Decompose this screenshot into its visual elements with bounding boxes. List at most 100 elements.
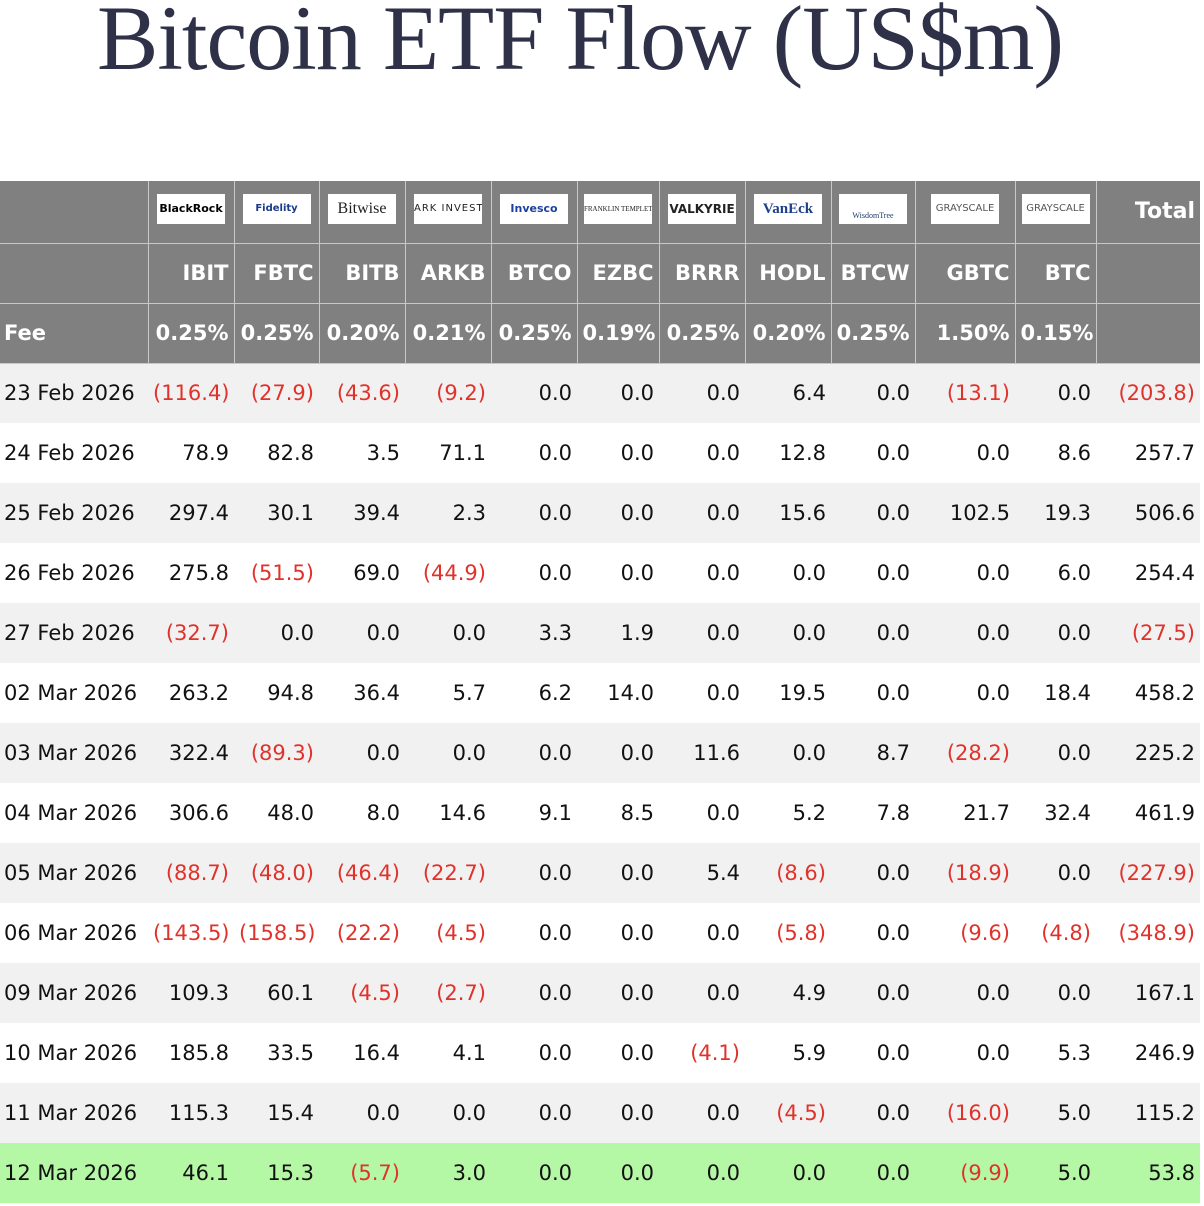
- flow-cell: 185.8: [148, 1023, 234, 1083]
- issuer-logo: VALKYRIE: [668, 194, 736, 225]
- flow-cell: 7.8: [831, 783, 915, 843]
- ticker: BTC: [1014, 243, 1096, 304]
- flow-cell: 0.0: [491, 723, 577, 783]
- issuer-cell: GRAYSCALE: [1014, 181, 1096, 244]
- fee: 0.25%: [490, 303, 577, 364]
- flow-cell: 0.0: [831, 543, 915, 603]
- total-cell: (27.5): [1096, 603, 1200, 663]
- flow-cell: 0.0: [491, 423, 577, 483]
- date-cell: 04 Mar 2026: [0, 783, 148, 843]
- blank-cell: [0, 243, 148, 304]
- flow-cell: 8.7: [831, 723, 915, 783]
- flow-cell: 0.0: [831, 363, 915, 423]
- flow-cell: 0.0: [491, 1023, 577, 1083]
- flow-cell: 5.9: [745, 1023, 831, 1083]
- flow-cell: 32.4: [1015, 783, 1096, 843]
- flow-cell: 5.2: [745, 783, 831, 843]
- flow-cell: 0.0: [659, 783, 745, 843]
- flow-row: 23 Feb 2026 (116.4) (27.9) (43.6) (9.2) 0.0 0.…: [0, 363, 1200, 423]
- blank-cell: [1095, 243, 1200, 304]
- flow-cell: 0.0: [491, 963, 577, 1023]
- date-cell: 24 Feb 2026: [0, 423, 148, 483]
- flow-cell: 275.8: [148, 543, 234, 603]
- issuer-cell: FRANKLIN TEMPLETON: [576, 181, 659, 244]
- date-cell: 02 Mar 2026: [0, 663, 148, 723]
- flow-cell: 4.1: [405, 1023, 491, 1083]
- flow-cell: 0.0: [1015, 963, 1096, 1023]
- flow-cell: 0.0: [831, 843, 915, 903]
- ticker: BTCW: [830, 243, 915, 304]
- flow-cell: 0.0: [577, 903, 659, 963]
- date-cell: 11 Mar 2026: [0, 1083, 148, 1143]
- etf-flow-table: BlackRock Fidelity Bitwise ARK INVEST Invesc…: [0, 181, 1200, 1203]
- flow-cell: 0.0: [659, 963, 745, 1023]
- flow-cell: (4.5): [319, 963, 405, 1023]
- fee: 0.25%: [233, 303, 319, 364]
- flow-cell: 16.4: [319, 1023, 405, 1083]
- flow-cell: 94.8: [234, 663, 319, 723]
- flow-cell: 19.3: [1015, 483, 1096, 543]
- total-cell: 254.4: [1096, 543, 1200, 603]
- flow-cell: 0.0: [577, 723, 659, 783]
- flow-cell: 0.0: [915, 603, 1015, 663]
- flow-cell: 0.0: [659, 543, 745, 603]
- date-cell: 26 Feb 2026: [0, 543, 148, 603]
- ticker: IBIT: [147, 243, 234, 304]
- total-cell: (348.9): [1096, 903, 1200, 963]
- fee: 0.25%: [658, 303, 745, 364]
- flow-row: 25 Feb 2026 297.4 30.1 39.4 2.3 0.0 0.0 0.0 15.6…: [0, 483, 1200, 543]
- flow-cell: (89.3): [234, 723, 319, 783]
- flow-cell: (9.9): [915, 1143, 1015, 1203]
- date-cell: 12 Mar 2026: [0, 1143, 148, 1203]
- date-cell: 06 Mar 2026: [0, 903, 148, 963]
- fee: 0.25%: [830, 303, 915, 364]
- flow-cell: 0.0: [577, 963, 659, 1023]
- flow-cell: 0.0: [831, 963, 915, 1023]
- flow-cell: 4.9: [745, 963, 831, 1023]
- flow-cell: 0.0: [659, 483, 745, 543]
- flow-cell: 3.3: [491, 603, 577, 663]
- flow-cell: (4.5): [405, 903, 491, 963]
- issuer-cell: Fidelity: [233, 181, 319, 244]
- ticker: BTCO: [490, 243, 577, 304]
- flow-cell: 8.0: [319, 783, 405, 843]
- total-cell: 167.1: [1096, 963, 1200, 1023]
- flow-cell: (44.9): [405, 543, 491, 603]
- flow-cell: (4.8): [1015, 903, 1096, 963]
- flow-cell: 1.9: [577, 603, 659, 663]
- flow-cell: 15.4: [234, 1083, 319, 1143]
- flow-cell: 0.0: [659, 603, 745, 663]
- fee: 0.20%: [318, 303, 405, 364]
- flow-cell: 0.0: [915, 1023, 1015, 1083]
- date-cell: 09 Mar 2026: [0, 963, 148, 1023]
- date-cell: 10 Mar 2026: [0, 1023, 148, 1083]
- flow-cell: 0.0: [659, 903, 745, 963]
- flow-cell: (116.4): [148, 363, 234, 423]
- flow-cell: 19.5: [745, 663, 831, 723]
- flow-cell: 82.8: [234, 423, 319, 483]
- issuer-logo: VanEck: [754, 194, 822, 225]
- flow-cell: 5.0: [1015, 1143, 1096, 1203]
- flow-cell: 15.6: [745, 483, 831, 543]
- flow-cell: 2.3: [405, 483, 491, 543]
- total-cell: 246.9: [1096, 1023, 1200, 1083]
- date-cell: 25 Feb 2026: [0, 483, 148, 543]
- flow-cell: 3.5: [319, 423, 405, 483]
- flow-cell: 5.0: [1015, 1083, 1096, 1143]
- flow-cell: 6.2: [491, 663, 577, 723]
- flow-cell: 306.6: [148, 783, 234, 843]
- flow-cell: 14.0: [577, 663, 659, 723]
- flow-row: 05 Mar 2026 (88.7) (48.0) (46.4) (22.7) 0.0 0.…: [0, 843, 1200, 903]
- flow-cell: 0.0: [577, 483, 659, 543]
- issuer-logo: ARK INVEST: [414, 194, 482, 225]
- flow-cell: 0.0: [831, 1083, 915, 1143]
- flow-cell: 0.0: [659, 1143, 745, 1203]
- date-cell: 27 Feb 2026: [0, 603, 148, 663]
- flow-cell: 0.0: [831, 603, 915, 663]
- flow-cell: 69.0: [319, 543, 405, 603]
- flow-cell: 0.0: [491, 843, 577, 903]
- flow-cell: 0.0: [659, 1083, 745, 1143]
- flow-cell: 0.0: [577, 1143, 659, 1203]
- flow-cell: 0.0: [831, 1023, 915, 1083]
- flow-cell: 0.0: [405, 603, 491, 663]
